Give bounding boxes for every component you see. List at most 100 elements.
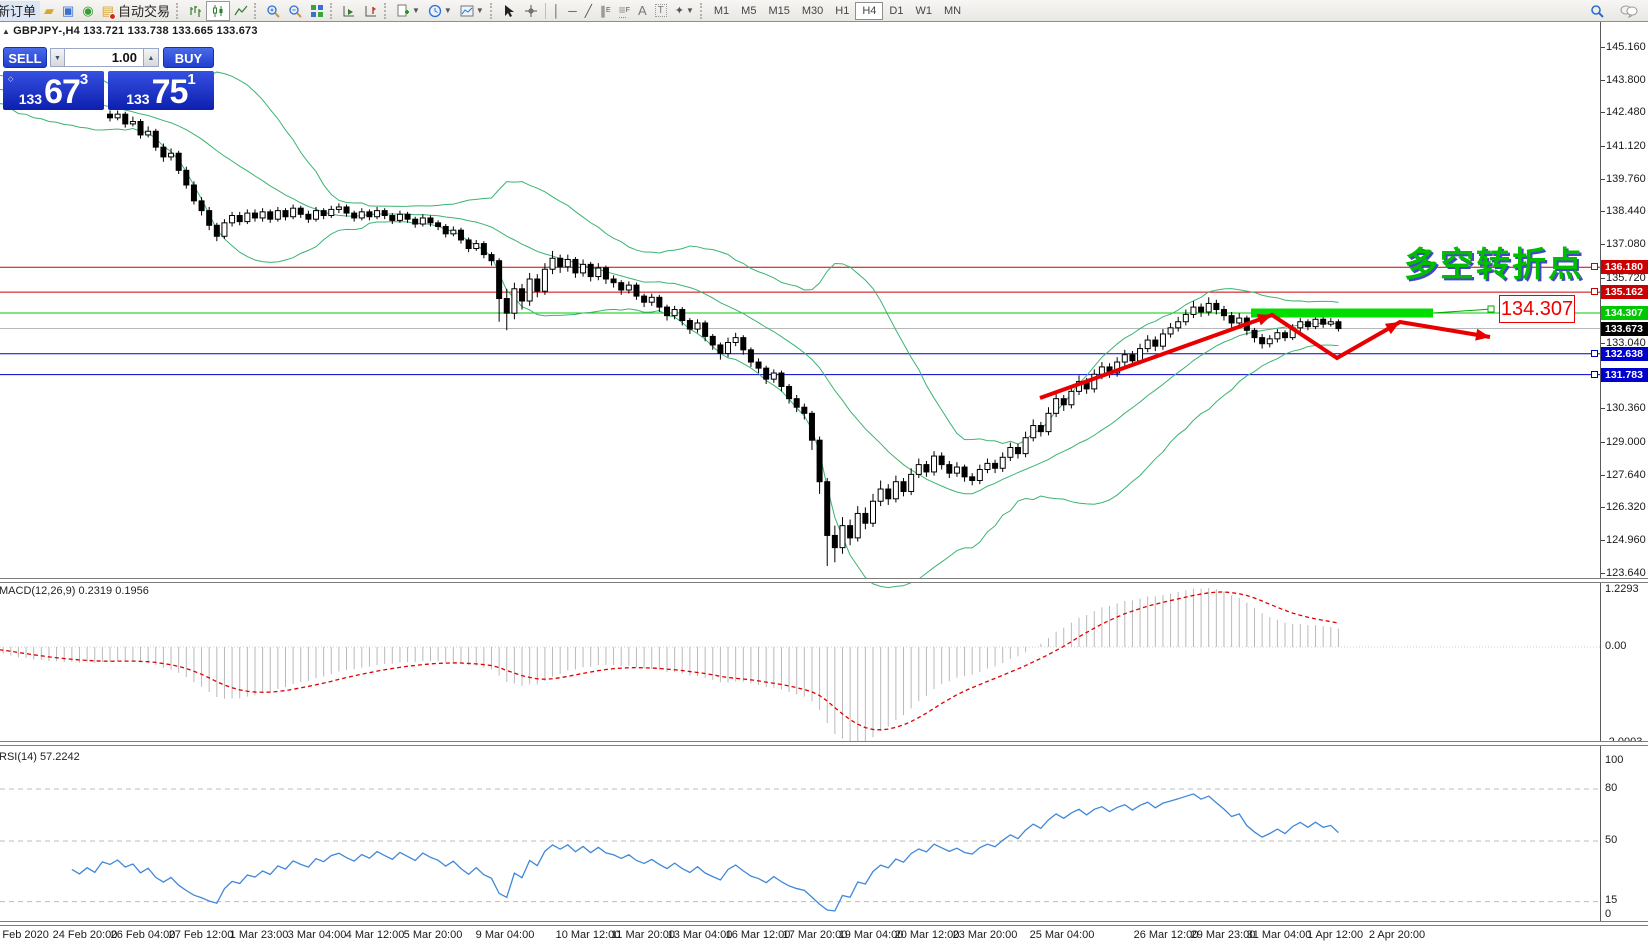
buy-button[interactable]: BUY <box>163 47 214 68</box>
fibonacci-icon[interactable]: ≡ F <box>618 3 630 18</box>
zoom-out-icon[interactable] <box>284 1 306 21</box>
candlestick-chart-icon[interactable] <box>205 0 230 21</box>
time-label: 1 Mar 23:00 <box>229 929 289 941</box>
bar-chart-icon[interactable] <box>184 1 206 21</box>
highlight-band[interactable] <box>1251 305 1495 318</box>
tick-direction-icon: ◇ <box>8 76 14 83</box>
timeframe-w1[interactable]: W1 <box>915 4 932 17</box>
sell-button[interactable]: SELL <box>3 47 47 68</box>
time-label: 31 Mar 04:00 <box>1246 929 1312 941</box>
price-tick: 126.320 <box>1601 501 1646 513</box>
terminal-icon[interactable]: ▣ <box>62 2 75 18</box>
bollinger-upper <box>0 71 1339 445</box>
price-badge: 132.638 <box>1601 347 1648 361</box>
price-tick: 129.000 <box>1601 436 1646 448</box>
bar-high: 133.738 <box>127 25 169 37</box>
time-label: 20 Mar 12:00 <box>894 929 960 941</box>
profile-icon[interactable]: ▼ <box>456 1 488 21</box>
price-tick: 133.040 <box>1601 337 1646 349</box>
trendline-icon[interactable]: ╱ <box>584 3 592 18</box>
price-tick: 123.640 <box>1601 567 1646 579</box>
time-label: 24 Feb 20:00 <box>52 929 118 941</box>
timeframe-m30[interactable]: M30 <box>801 4 824 17</box>
timeframe-h1[interactable]: H1 <box>835 4 850 17</box>
price-tick: 145.160 <box>1601 41 1646 53</box>
price-badge: 136.180 <box>1601 260 1648 274</box>
new-order-button[interactable]: 新订单 <box>0 0 41 21</box>
arrows-icon[interactable]: ✦ ▼ <box>674 5 694 17</box>
price-badge: 134.307 <box>1601 306 1648 320</box>
price-badge: 133.673 <box>1601 322 1648 336</box>
trend-arrows[interactable] <box>1039 312 1491 400</box>
timeframe-group: M1 M5 M15 M30 H1 H4 D1 W1 MN <box>708 1 967 20</box>
price-tick: 130.360 <box>1601 402 1646 414</box>
period-icon[interactable]: ▼ <box>424 1 456 21</box>
new-template-icon[interactable]: ▼ <box>392 1 424 21</box>
tile-windows-icon[interactable] <box>306 1 328 21</box>
one-click-trading-panel: SELL ▼ ▲ BUY ◇ 133 67 3 133 75 1 <box>3 46 214 110</box>
macd-pane <box>0 587 1600 744</box>
level-lines <box>0 266 1600 376</box>
timeframe-m1[interactable]: M1 <box>713 4 730 17</box>
auto-scroll-icon[interactable] <box>338 1 360 21</box>
macd-signal-value: 0.1956 <box>115 585 149 597</box>
gold-icon[interactable]: ▰ <box>44 2 55 18</box>
horizontal-line-icon[interactable]: ─ <box>568 3 577 18</box>
vertical-line-icon[interactable]: │ <box>552 3 561 18</box>
buy-price-sup: 1 <box>187 71 196 88</box>
time-label: 11 Mar 20:00 <box>610 929 676 941</box>
turning-point-annotation[interactable]: 多空转折点 <box>1404 246 1584 284</box>
toolbar-grip <box>175 2 181 19</box>
price-tick: 135.720 <box>1601 272 1646 284</box>
bollinger-middle <box>0 89 1339 495</box>
pane-separator[interactable] <box>0 741 1648 746</box>
chat-icon[interactable] <box>1616 1 1642 21</box>
volume-decrease-button[interactable]: ▼ <box>50 48 65 67</box>
timeframe-mn[interactable]: MN <box>943 4 962 17</box>
time-label: 29 Mar 23:00 <box>1190 929 1256 941</box>
channel-icon[interactable]: ∥ E <box>599 3 611 18</box>
line-handle <box>1591 263 1598 270</box>
cursor-icon[interactable] <box>498 1 520 21</box>
time-label: 16 Mar 12:00 <box>725 929 791 941</box>
timeframe-m5[interactable]: M5 <box>741 4 757 17</box>
sell-price-big: 67 <box>44 73 81 111</box>
time-label: 23 Mar 20:00 <box>952 929 1018 941</box>
signal-icon[interactable]: ◉ <box>82 2 94 18</box>
timeframe-h4[interactable]: H4 <box>855 1 884 20</box>
pane-separator <box>0 921 1648 926</box>
line-handle <box>1591 288 1598 295</box>
sell-price-sup: 3 <box>79 71 89 88</box>
timeframe-d1[interactable]: D1 <box>889 4 904 17</box>
search-icon[interactable] <box>1586 1 1608 21</box>
chart-shift-icon[interactable] <box>360 1 382 21</box>
price-badge: 131.783 <box>1601 368 1648 382</box>
crosshair-icon[interactable] <box>520 1 542 21</box>
rsi-tick: 0 <box>1605 908 1612 920</box>
time-label: 26 Feb 04:00 <box>110 929 176 941</box>
macd-label: MACD(12,26,9) 0.2319 0.1956 <box>0 585 149 597</box>
price-tick: 139.760 <box>1601 173 1646 185</box>
line-chart-icon[interactable] <box>230 1 252 21</box>
time-label: 2 Apr 20:00 <box>1368 929 1426 941</box>
buy-price-big: 75 <box>151 73 189 111</box>
price-axis-border <box>1600 22 1601 922</box>
macd-main-value: 0.2319 <box>78 585 113 597</box>
line-handle <box>1591 371 1598 378</box>
toolbar-grip <box>383 2 389 19</box>
text-label-icon[interactable]: T <box>651 1 671 21</box>
pane-separator[interactable] <box>0 578 1648 583</box>
time-label: 19 Mar 04:00 <box>838 929 904 941</box>
macd-signal-line <box>0 591 1339 731</box>
volume-increase-button[interactable]: ▲ <box>144 48 159 67</box>
price-level-label[interactable]: 134.307 <box>1499 295 1575 323</box>
sell-price-box[interactable]: ◇ 133 67 3 <box>3 71 104 110</box>
text-icon[interactable]: A <box>637 3 647 18</box>
autotrading-button[interactable]: ▤ 自动交易 <box>101 2 170 20</box>
buy-price-box[interactable]: 133 75 1 <box>108 71 214 110</box>
sell-price-prefix: 133 <box>18 91 43 107</box>
volume-input[interactable] <box>65 48 144 67</box>
timeframe-m15[interactable]: M15 <box>768 4 790 17</box>
zoom-in-icon[interactable] <box>262 1 284 21</box>
